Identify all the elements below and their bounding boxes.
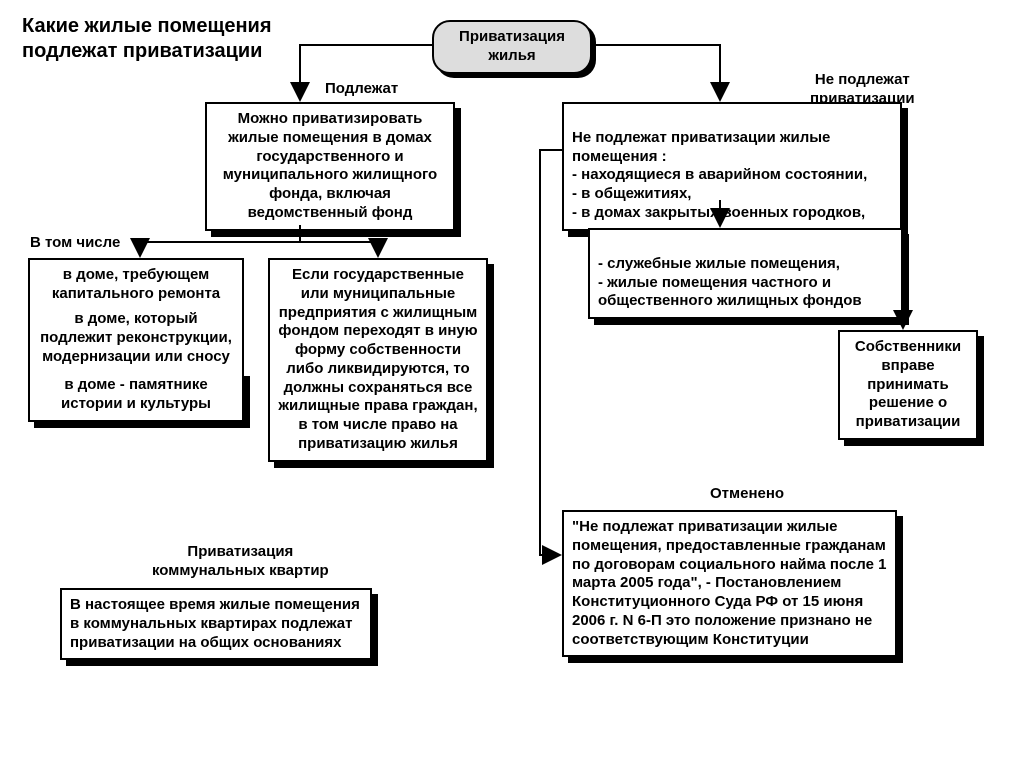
branch-left-label: Подлежат [325,80,398,99]
right-main-box: Не подлежат приватизации жилые помещения… [562,102,902,231]
including-item-2: в доме, который подлежит реконструкции, … [28,304,244,374]
cancelled-box: "Не подлежат приватизации жилые помещени… [562,510,897,657]
root-line2: жилья [488,47,535,64]
including-label: В том числе [30,234,120,253]
branch-right-label-1: Не подлежат [815,71,910,88]
root-node: Приватизация жилья [432,20,592,74]
right-sub-box: - служебные жилые помещения, - жилые пом… [588,228,903,319]
page-title-line2: подлежат приватизации [22,40,262,62]
communal-title-2: коммунальных квартир [152,562,329,579]
page-title-line1: Какие жилые помещения [22,15,272,37]
left-main-text: Можно приватизировать жилые помещения в … [223,110,437,221]
communal-title-1: Приватизация [187,543,293,560]
root-line1: Приватизация [459,28,565,45]
communal-box: В настоящее время жилые помещения в комм… [60,588,372,660]
left-main-box: Можно приватизировать жилые помещения в … [205,102,455,231]
including-item-3: в доме - памятнике истории и культуры [28,370,244,422]
owners-box: Собственники вправе принимать решение о … [838,330,978,440]
cancelled-label: Отменено [710,485,784,504]
left-note-box: Если государственные или муниципальные п… [268,258,488,462]
